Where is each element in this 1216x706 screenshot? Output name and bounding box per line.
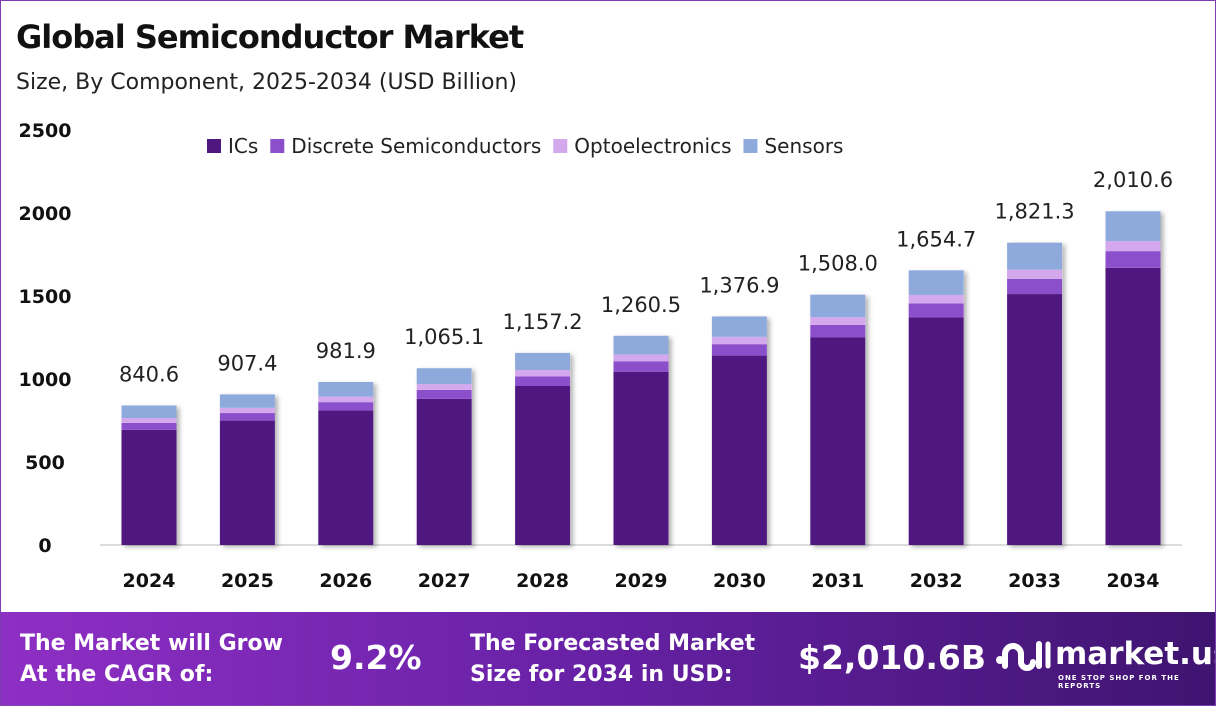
bar-segment-discrete-semiconductors	[810, 324, 866, 338]
bar-segment-sensors	[121, 405, 177, 419]
bar-segment-discrete-semiconductors	[416, 389, 472, 399]
legend-swatch	[270, 139, 285, 153]
bar-segment-ics	[318, 410, 374, 545]
bar-segment-discrete-semiconductors	[1105, 251, 1161, 268]
bar-segment-optoelectronics	[1007, 269, 1063, 279]
summary-banner: The Market will Grow At the CAGR of: 9.2…	[0, 612, 1216, 706]
bar-segment-optoelectronics	[711, 336, 767, 345]
chart-title: Global Semiconductor Market	[16, 18, 524, 56]
stacked-bar-chart: 0 500 1000 1500 2000 2500 840.6 2024 907.4 2025 98…	[19, 120, 1182, 592]
total-label: 1,376.9	[699, 273, 779, 297]
legend-swatch	[553, 139, 568, 153]
x-tick-label: 2028	[516, 570, 569, 592]
bar-segment-ics	[613, 371, 669, 545]
bar-segment-sensors	[318, 382, 374, 397]
y-tick-label: 1000	[19, 369, 72, 391]
bar-segment-sensors	[908, 270, 964, 295]
brand-name: market.us	[1055, 636, 1216, 672]
bar-segment-ics	[219, 420, 275, 545]
bar-segment-discrete-semiconductors	[908, 303, 964, 318]
legend-swatch	[743, 139, 758, 153]
x-tick-label: 2032	[910, 570, 963, 592]
bar-segment-discrete-semiconductors	[515, 376, 571, 386]
x-tick-label: 2024	[123, 570, 176, 592]
bar-segment-sensors	[219, 394, 275, 408]
total-label: 1,821.3	[995, 200, 1075, 224]
total-label: 1,260.5	[601, 293, 681, 317]
legend-label: Sensors	[764, 134, 843, 158]
chart-subtitle: Size, By Component, 2025-2034 (USD Billi…	[16, 70, 517, 95]
x-tick-label: 2030	[713, 570, 766, 592]
y-tick-label: 1500	[19, 286, 72, 308]
bar-segment-optoelectronics	[908, 294, 964, 304]
bar-segment-optoelectronics	[515, 370, 571, 377]
bar-segment-sensors	[1007, 242, 1063, 270]
bar-segment-optoelectronics	[1105, 241, 1161, 252]
bar-segment-sensors	[515, 352, 571, 371]
bar-segment-sensors	[613, 335, 669, 355]
bar-segment-discrete-semiconductors	[219, 413, 275, 421]
bar-segment-ics	[515, 385, 571, 545]
bar-segment-optoelectronics	[613, 354, 669, 362]
bar-segment-ics	[908, 317, 964, 545]
x-tick-label: 2031	[811, 570, 864, 592]
bar-segment-discrete-semiconductors	[711, 344, 767, 356]
bar-segment-optoelectronics	[416, 384, 472, 390]
bar-segment-discrete-semiconductors	[1007, 278, 1063, 295]
bar-segment-sensors	[1105, 211, 1161, 242]
bar-segment-optoelectronics	[121, 418, 177, 423]
x-tick-label: 2033	[1008, 570, 1061, 592]
bar-segment-discrete-semiconductors	[318, 402, 374, 411]
y-tick-label: 2000	[19, 203, 72, 225]
bar-segment-discrete-semiconductors	[613, 361, 669, 372]
legend-label: Discrete Semiconductors	[291, 134, 541, 158]
bar-segment-ics	[711, 355, 767, 545]
bar-segment-ics	[1007, 294, 1063, 545]
total-label: 981.9	[316, 339, 376, 363]
bar-segment-optoelectronics	[318, 396, 374, 403]
bar-segment-ics	[416, 398, 472, 545]
cagr-value: 9.2%	[330, 638, 422, 677]
bar-segment-ics	[1105, 267, 1161, 545]
total-label: 1,065.1	[404, 325, 484, 349]
x-tick-label: 2027	[418, 570, 471, 592]
bar-segment-discrete-semiconductors	[121, 422, 177, 430]
total-label: 2,010.6	[1093, 168, 1173, 192]
bar-segment-sensors	[810, 294, 866, 318]
total-label: 1,508.0	[798, 252, 878, 276]
bar-segment-sensors	[416, 368, 472, 385]
y-tick-label: 500	[25, 452, 65, 474]
total-label: 840.6	[119, 362, 179, 386]
bar-segment-optoelectronics	[219, 407, 275, 414]
bar-segment-ics	[810, 337, 866, 545]
legend-label: Optoelectronics	[574, 134, 731, 158]
brand-tagline: ONE STOP SHOP FOR THE REPORTS	[1058, 674, 1180, 690]
y-tick-label: 2500	[19, 120, 72, 142]
cagr-label: The Market will Grow At the CAGR of:	[20, 631, 283, 687]
forecast-label: The Forecasted Market Size for 2034 in U…	[470, 631, 756, 687]
legend-swatch	[207, 139, 221, 153]
bar-segment-ics	[121, 429, 177, 545]
bar-segment-sensors	[711, 316, 767, 337]
market-us-logo-icon	[996, 641, 1051, 671]
x-tick-label: 2025	[221, 570, 274, 592]
forecast-value: $2,010.6B	[798, 638, 986, 677]
total-label: 1,157.2	[503, 310, 583, 334]
y-tick-label: 0	[38, 535, 51, 557]
x-tick-label: 2029	[615, 570, 668, 592]
bar-segment-optoelectronics	[810, 317, 866, 325]
x-tick-label: 2026	[319, 570, 372, 592]
x-tick-label: 2034	[1107, 570, 1160, 592]
total-label: 1,654.7	[896, 227, 976, 251]
total-label: 907.4	[217, 351, 277, 375]
legend-label: ICs	[228, 134, 258, 158]
